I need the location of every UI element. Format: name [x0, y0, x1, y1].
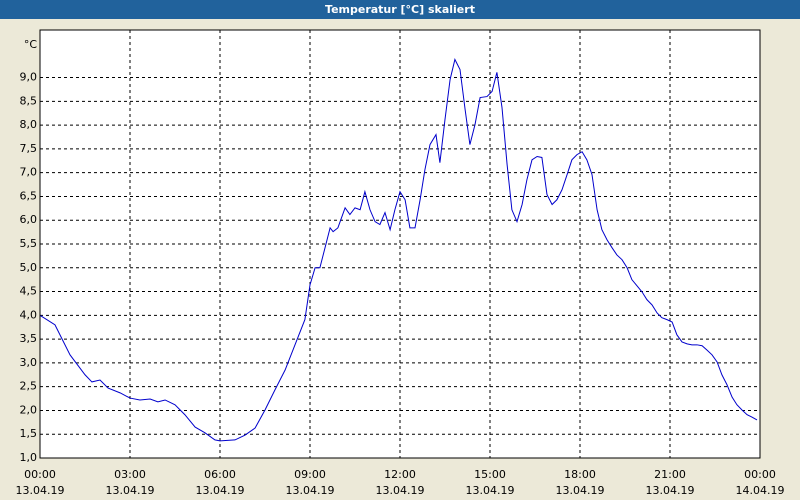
line-series [39, 58, 758, 442]
x-tick-label: 03:00 [114, 468, 146, 481]
unit-label: °C [24, 38, 38, 51]
y-tick-label: 6,5 [20, 189, 38, 202]
plot-border [39, 29, 761, 459]
y-tick-label: 8,0 [20, 118, 38, 131]
x-tick-label: 12:00 [384, 468, 416, 481]
title-bar [0, 0, 800, 19]
x-tick-label: 15:00 [474, 468, 506, 481]
x-tick-date: 13.04.19 [466, 484, 515, 497]
x-tick-date: 13.04.19 [556, 484, 605, 497]
y-tick-label: 5,5 [20, 237, 38, 250]
grid [39, 30, 761, 459]
x-tick-label: 00:00 [24, 468, 56, 481]
x-tick-date: 13.04.19 [196, 484, 245, 497]
y-tick-label: 2,5 [20, 380, 38, 393]
x-tick-label: 21:00 [654, 468, 686, 481]
y-tick-label: 2,0 [20, 403, 38, 416]
x-tick-date: 14.04.19 [736, 484, 785, 497]
x-tick-date: 13.04.19 [646, 484, 695, 497]
marks [39, 58, 758, 442]
chart-title: Temperatur [°C] skaliert [325, 3, 475, 16]
x-tick-date: 13.04.19 [106, 484, 155, 497]
y-tick-label: 5,0 [20, 261, 38, 274]
y-tick-label: 6,0 [20, 213, 38, 226]
x-tick-date: 13.04.19 [16, 484, 65, 497]
y-tick-label: 9,0 [20, 71, 38, 84]
x-tick-label: 06:00 [204, 468, 236, 481]
y-tick-label: 3,5 [20, 332, 38, 345]
y-tick-label: 4,0 [20, 308, 38, 321]
y-tick-label: 7,0 [20, 166, 38, 179]
y-tick-label: 7,5 [20, 142, 38, 155]
y-tick-label: 4,5 [20, 285, 38, 298]
x-tick-label: 00:00 [744, 468, 776, 481]
y-tick-label: 1,5 [20, 427, 38, 440]
y-tick-label: 8,5 [20, 94, 38, 107]
x-tick-date: 13.04.19 [376, 484, 425, 497]
x-tick-label: 18:00 [564, 468, 596, 481]
x-tick-date: 13.04.19 [286, 484, 335, 497]
y-tick-label: 3,0 [20, 356, 38, 369]
x-tick-label: 09:00 [294, 468, 326, 481]
y-tick-label: 1,0 [20, 451, 38, 464]
